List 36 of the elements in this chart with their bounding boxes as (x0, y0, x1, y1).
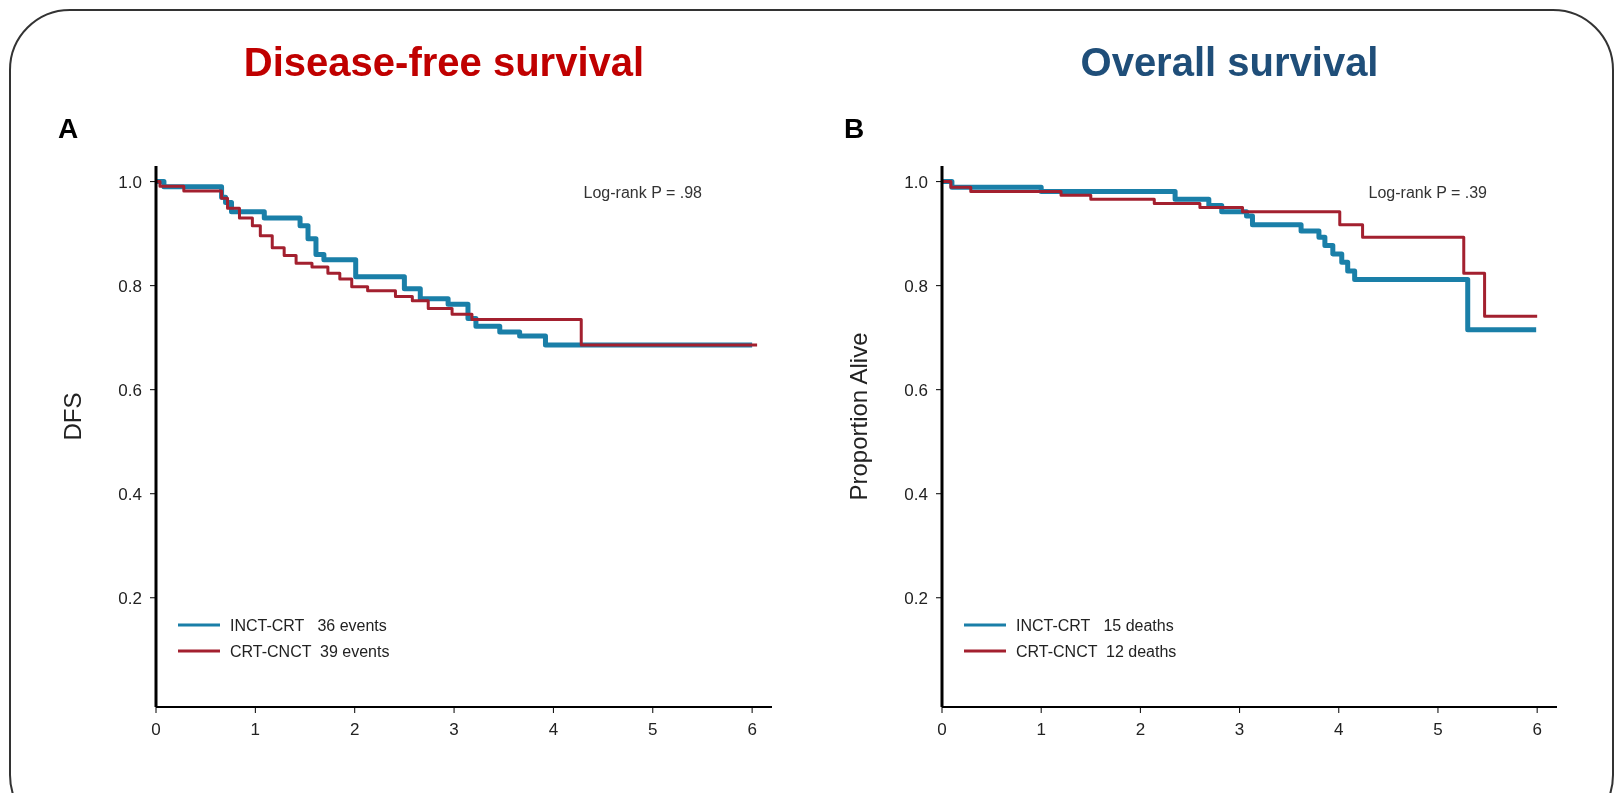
x-tick-label: 5 (1433, 720, 1443, 739)
x-tick-label: 0 (151, 720, 161, 739)
y-axis-title: Proportion Alive (845, 332, 872, 501)
y-tick-label: 1.0 (118, 172, 142, 192)
x-tick-label: 3 (449, 720, 459, 739)
y-tick-label: 0.2 (904, 588, 928, 608)
y-tick-label: 0.4 (904, 484, 928, 504)
x-tick-label: 4 (1334, 720, 1344, 739)
x-tick-label: 3 (1234, 720, 1245, 739)
y-tick-label: 0.2 (118, 588, 142, 608)
x-tick-label: 1 (1036, 720, 1046, 739)
y-tick-label: 1.0 (904, 172, 928, 192)
x-tick-label: 0 (937, 720, 947, 739)
y-axis-title: DFS (59, 392, 86, 441)
y-tick-label: 0.8 (904, 276, 928, 296)
y-tick-label: 0.4 (118, 484, 142, 504)
y-tick-label: 0.6 (118, 380, 142, 400)
x-tick-label: 6 (1532, 720, 1542, 739)
text: B (844, 113, 865, 144)
x-tick-label: 2 (349, 720, 360, 739)
x-tick-label: 5 (648, 720, 658, 739)
annotation: Log-rank P = .39 (1368, 184, 1488, 201)
x-tick-label: 6 (747, 720, 757, 739)
chart-title: Disease-free survival (243, 40, 645, 84)
y-tick-label: 0.8 (118, 276, 142, 296)
x-tick-label: 4 (548, 720, 559, 739)
x-tick-label: 2 (1135, 720, 1146, 739)
text: A (58, 113, 79, 144)
y-tick-label: 0.6 (904, 380, 928, 400)
legend-label: CRT-CNCT 39 events (230, 643, 390, 660)
annotation: Log-rank P = .98 (583, 184, 703, 201)
legend-label: INCT-CRT 15 deaths (1016, 617, 1174, 634)
legend-label: CRT-CNCT 12 deaths (1016, 643, 1177, 660)
x-tick-label: 1 (250, 720, 261, 739)
chart-title: Overall survival (1080, 40, 1379, 84)
legend-label: INCT-CRT 36 events (230, 617, 387, 634)
